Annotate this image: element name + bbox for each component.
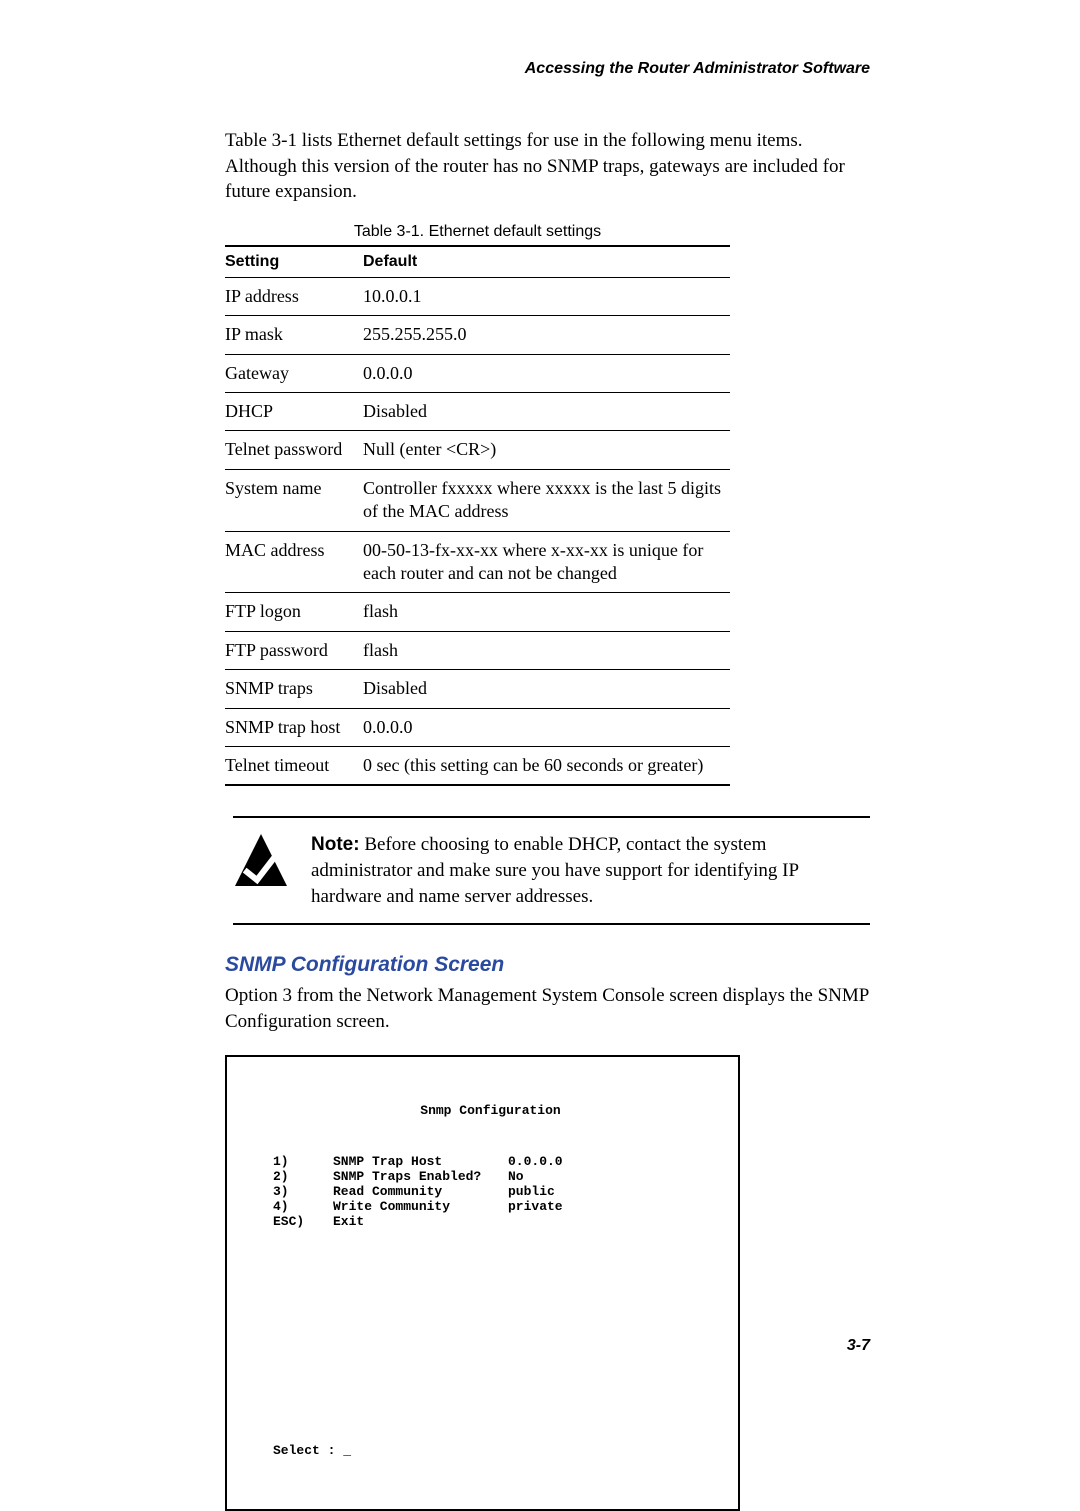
table-row: IP address10.0.0.1 (225, 277, 730, 315)
terminal-key: 2) (273, 1170, 333, 1185)
cell-default: Disabled (363, 670, 730, 708)
running-header: Accessing the Router Administrator Softw… (225, 60, 870, 78)
note-block: Note: Before choosing to enable DHCP, co… (233, 816, 870, 925)
table-row: Telnet passwordNull (enter <CR>) (225, 431, 730, 469)
table-row: IP mask255.255.255.0 (225, 316, 730, 354)
cell-setting: SNMP trap host (225, 708, 363, 746)
table-row: DHCPDisabled (225, 393, 730, 431)
cell-default: 10.0.0.1 (363, 277, 730, 315)
terminal-label: SNMP Traps Enabled? (333, 1170, 508, 1185)
intro-paragraph: Table 3-1 lists Ethernet default setting… (225, 128, 870, 205)
cell-setting: Telnet password (225, 431, 363, 469)
col-header-default: Default (363, 246, 730, 278)
terminal-label: Write Community (333, 1200, 508, 1215)
terminal-label: Exit (333, 1215, 508, 1230)
note-body: Before choosing to enable DHCP, contact … (311, 834, 798, 906)
terminal-prompt: Select : _ (273, 1444, 708, 1459)
cell-setting: System name (225, 469, 363, 531)
cell-default: Controller fxxxxx where xxxxx is the las… (363, 469, 730, 531)
terminal-screenshot: Snmp Configuration 1)SNMP Trap Host0.0.0… (225, 1055, 740, 1511)
terminal-row: 4)Write Communityprivate (273, 1200, 708, 1215)
table-row: Gateway0.0.0.0 (225, 354, 730, 392)
note-text: Note: Before choosing to enable DHCP, co… (311, 832, 870, 909)
terminal-key: 1) (273, 1155, 333, 1170)
table-caption: Table 3-1. Ethernet default settings (225, 223, 730, 241)
terminal-row: 1)SNMP Trap Host0.0.0.0 (273, 1155, 708, 1170)
cell-default: 255.255.255.0 (363, 316, 730, 354)
terminal-value: private (508, 1200, 563, 1215)
note-checkmark-icon (233, 832, 289, 888)
terminal-label: Read Community (333, 1185, 508, 1200)
terminal-label: SNMP Trap Host (333, 1155, 508, 1170)
cell-default: 0.0.0.0 (363, 708, 730, 746)
cell-default: flash (363, 631, 730, 669)
table-row: FTP passwordflash (225, 631, 730, 669)
cell-setting: FTP password (225, 631, 363, 669)
cell-default: 0 sec (this setting can be 60 seconds or… (363, 747, 730, 786)
cell-setting: IP address (225, 277, 363, 315)
cell-default: Null (enter <CR>) (363, 431, 730, 469)
table-row: System nameController fxxxxx where xxxxx… (225, 469, 730, 531)
cell-default: 0.0.0.0 (363, 354, 730, 392)
page-number: 3-7 (847, 1337, 870, 1355)
section-heading: SNMP Configuration Screen (225, 953, 870, 977)
terminal-value: No (508, 1170, 524, 1185)
cell-default: 00-50-13-fx-xx-xx where x-xx-xx is uniqu… (363, 531, 730, 593)
settings-table: Setting Default IP address10.0.0.1IP mas… (225, 245, 730, 786)
cell-setting: DHCP (225, 393, 363, 431)
terminal-row: 2)SNMP Traps Enabled?No (273, 1170, 708, 1185)
table-row: SNMP trapsDisabled (225, 670, 730, 708)
terminal-value: public (508, 1185, 555, 1200)
cell-setting: FTP logon (225, 593, 363, 631)
cell-setting: IP mask (225, 316, 363, 354)
table-row: SNMP trap host0.0.0.0 (225, 708, 730, 746)
terminal-key: ESC) (273, 1215, 333, 1230)
terminal-key: 3) (273, 1185, 333, 1200)
table-row: MAC address00-50-13-fx-xx-xx where x-xx-… (225, 531, 730, 593)
cell-setting: Telnet timeout (225, 747, 363, 786)
cell-setting: SNMP traps (225, 670, 363, 708)
terminal-row: ESC)Exit (273, 1215, 708, 1230)
cell-setting: MAC address (225, 531, 363, 593)
settings-table-wrap: Table 3-1. Ethernet default settings Set… (225, 223, 730, 786)
table-row: FTP logonflash (225, 593, 730, 631)
cell-default: Disabled (363, 393, 730, 431)
note-label: Note: (311, 834, 360, 855)
terminal-row: 3)Read Communitypublic (273, 1185, 708, 1200)
col-header-setting: Setting (225, 246, 363, 278)
cell-setting: Gateway (225, 354, 363, 392)
section-body: Option 3 from the Network Management Sys… (225, 983, 870, 1034)
terminal-value: 0.0.0.0 (508, 1155, 563, 1170)
terminal-key: 4) (273, 1200, 333, 1215)
page: Accessing the Router Administrator Softw… (0, 0, 1080, 1397)
table-row: Telnet timeout0 sec (this setting can be… (225, 747, 730, 786)
cell-default: flash (363, 593, 730, 631)
terminal-title: Snmp Configuration (273, 1104, 708, 1119)
